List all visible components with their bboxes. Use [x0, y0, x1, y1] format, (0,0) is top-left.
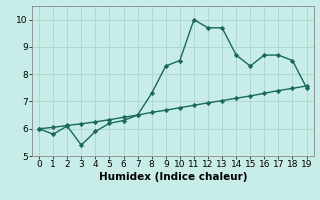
X-axis label: Humidex (Indice chaleur): Humidex (Indice chaleur): [99, 172, 247, 182]
